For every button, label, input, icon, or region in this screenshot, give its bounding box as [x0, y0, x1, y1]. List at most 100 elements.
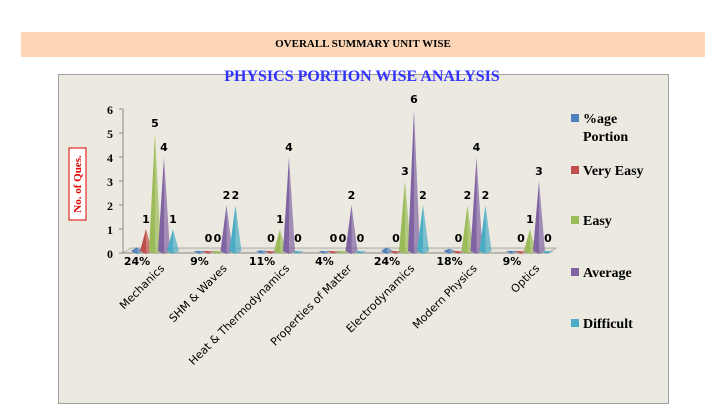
data-label: 2: [482, 189, 490, 202]
data-label: 2: [464, 189, 472, 202]
data-label: 4: [160, 141, 168, 154]
data-label: 1: [526, 213, 534, 226]
legend-label: %age: [583, 112, 617, 127]
spike--age-portion: [193, 250, 200, 254]
spike-easy: [399, 181, 405, 254]
spike-very-easy: [515, 251, 521, 254]
x-tick-label: Electrodynamics: [344, 262, 418, 336]
x-tick-label: Mechanics: [117, 262, 167, 312]
legend-label: Easy: [583, 214, 612, 229]
data-label: 3: [535, 165, 543, 178]
legend-label: Very Easy: [583, 164, 644, 179]
legend-swatch: [571, 166, 579, 174]
spike-shade: [423, 205, 429, 254]
portion-label: 4%: [315, 255, 334, 268]
legend-label: Average: [583, 266, 632, 281]
legend-swatch: [571, 216, 579, 224]
spike-shade: [485, 205, 492, 254]
spike-difficult: [542, 251, 548, 254]
data-label: 0: [339, 232, 347, 245]
spike-very-easy: [390, 251, 396, 254]
spike-easy: [149, 133, 155, 254]
spike-average: [345, 205, 352, 254]
data-label: 0: [392, 232, 400, 245]
spike-average: [220, 205, 227, 254]
spike-difficult: [479, 205, 486, 254]
y-axis-title-box: No. of Ques.: [68, 147, 87, 221]
data-label: 4: [473, 141, 481, 154]
data-label: 0: [544, 232, 552, 245]
spike-very-easy: [140, 229, 146, 254]
y-tick-label: 2: [107, 199, 113, 213]
spike-shade: [387, 247, 393, 254]
legend-swatch: [571, 114, 579, 122]
data-label: 0: [517, 232, 525, 245]
spike-very-easy: [202, 251, 209, 254]
data-label: 2: [232, 189, 240, 202]
spike-average: [283, 157, 289, 254]
spike-easy: [336, 251, 343, 254]
spike-easy: [461, 205, 468, 254]
data-label: 1: [169, 213, 177, 226]
data-label: 6: [410, 93, 418, 106]
data-label: 3: [401, 165, 409, 178]
data-label: 0: [357, 232, 365, 245]
y-tick-label: 6: [107, 103, 113, 117]
summary-header: OVERALL SUMMARY UNIT WISE: [21, 32, 705, 57]
spike-average: [470, 157, 477, 254]
spike--age-portion: [506, 250, 512, 254]
spike-easy: [274, 229, 280, 254]
data-label: 5: [151, 117, 159, 130]
spike-shade: [235, 205, 242, 254]
data-label: 2: [348, 189, 356, 202]
spike-difficult: [417, 205, 423, 254]
spike-very-easy: [327, 251, 334, 254]
spike-shade: [173, 229, 179, 254]
spike-difficult: [354, 251, 361, 254]
x-tick-label: SHM & Waves: [167, 262, 230, 325]
data-label: 1: [276, 213, 284, 226]
spike-shade: [449, 248, 456, 254]
portion-label: 18%: [436, 255, 462, 268]
spike-difficult: [229, 205, 236, 254]
chart-title: PHYSICS PORTION WISE ANALYSIS: [224, 68, 500, 85]
legend-label: Difficult: [583, 317, 633, 332]
portion-label: 11%: [249, 255, 275, 268]
data-label: 2: [223, 189, 231, 202]
y-tick-label: 1: [107, 223, 113, 237]
spike-shade: [155, 133, 161, 254]
spike-average: [158, 157, 164, 254]
spike-shade: [476, 157, 483, 254]
data-label: 0: [294, 232, 302, 245]
spike-shade: [137, 247, 143, 254]
data-label: 2: [419, 189, 427, 202]
x-tick-label: Heat & Thermodynamics: [186, 262, 292, 368]
x-tick-label: Modern Physics: [410, 262, 480, 332]
legend-label: Portion: [583, 130, 628, 145]
data-label: 0: [330, 232, 338, 245]
y-tick-label: 3: [107, 175, 113, 189]
spike-easy: [211, 251, 218, 254]
y-tick-label: 0: [107, 247, 113, 261]
spike-shade: [351, 205, 358, 254]
spike-shade: [548, 251, 554, 254]
y-axis-title: No. of Ques.: [72, 155, 84, 213]
spike-average: [533, 181, 539, 254]
spike--age-portion: [256, 250, 262, 254]
spike-shade: [164, 157, 170, 254]
data-label: 4: [285, 141, 293, 154]
spike--age-portion: [131, 247, 137, 254]
spike--age-portion: [381, 247, 387, 254]
spike-shade: [298, 251, 304, 254]
legend-swatch: [571, 319, 579, 327]
spike-shade: [360, 251, 367, 254]
spike--age-portion: [318, 251, 325, 254]
spike-shade: [289, 157, 295, 254]
data-label: 0: [455, 232, 463, 245]
spike-shade: [414, 109, 420, 254]
legend-swatch: [571, 268, 579, 276]
spike-difficult: [167, 229, 173, 254]
portion-label: 9%: [190, 255, 209, 268]
portion-label: 24%: [374, 255, 400, 268]
